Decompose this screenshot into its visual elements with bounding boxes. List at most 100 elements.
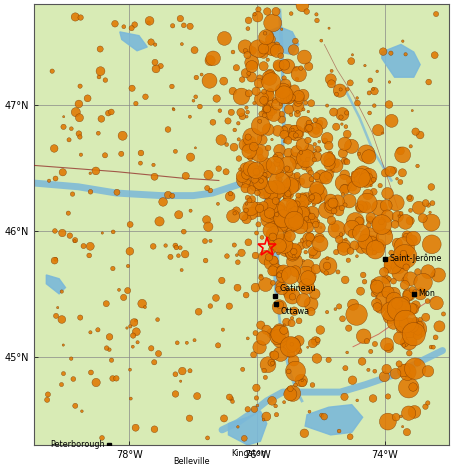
Point bbox=[276, 179, 283, 187]
Point bbox=[216, 107, 223, 114]
Point bbox=[363, 338, 370, 345]
Point bbox=[377, 283, 384, 290]
Point bbox=[46, 177, 53, 184]
Point bbox=[386, 78, 393, 86]
Point bbox=[359, 358, 366, 365]
Point bbox=[228, 395, 235, 403]
Point bbox=[336, 236, 343, 243]
Point bbox=[280, 326, 288, 334]
Point bbox=[333, 162, 340, 170]
Point bbox=[301, 430, 308, 437]
Point bbox=[339, 191, 347, 198]
Point bbox=[327, 76, 334, 83]
Point bbox=[242, 43, 249, 50]
Point bbox=[353, 311, 360, 318]
Point bbox=[341, 186, 348, 193]
Point bbox=[298, 377, 305, 384]
Point bbox=[384, 190, 391, 197]
Point bbox=[283, 318, 290, 326]
Point bbox=[87, 329, 94, 336]
Point bbox=[103, 300, 110, 307]
Point bbox=[116, 286, 123, 294]
Point bbox=[265, 216, 273, 223]
Point bbox=[326, 150, 334, 157]
Point bbox=[267, 70, 274, 78]
Point bbox=[248, 63, 255, 70]
Point bbox=[78, 408, 86, 415]
Point bbox=[277, 218, 284, 225]
Point bbox=[349, 183, 356, 190]
Point bbox=[239, 113, 246, 120]
Point bbox=[351, 170, 358, 178]
Point bbox=[316, 138, 323, 145]
Point bbox=[235, 120, 242, 127]
Point bbox=[291, 223, 298, 231]
Point bbox=[308, 253, 315, 260]
Point bbox=[295, 130, 303, 138]
Point bbox=[303, 273, 310, 280]
Point bbox=[173, 244, 180, 251]
Point bbox=[284, 137, 292, 144]
Point bbox=[253, 168, 260, 176]
Point bbox=[297, 223, 304, 230]
Point bbox=[250, 184, 257, 191]
Point bbox=[395, 360, 403, 368]
Point bbox=[217, 136, 225, 144]
Point bbox=[329, 201, 336, 208]
Point bbox=[274, 178, 282, 185]
Point bbox=[317, 326, 324, 334]
Point bbox=[305, 124, 313, 132]
Point bbox=[275, 285, 282, 293]
Point bbox=[303, 283, 310, 290]
Point bbox=[285, 368, 293, 375]
Point bbox=[304, 137, 312, 144]
Point bbox=[385, 228, 393, 236]
Point bbox=[128, 85, 136, 92]
Point bbox=[376, 182, 384, 189]
Point bbox=[257, 122, 264, 129]
Point bbox=[273, 411, 280, 418]
Point bbox=[234, 259, 242, 266]
Point bbox=[281, 138, 288, 145]
Point bbox=[382, 169, 389, 177]
Point bbox=[399, 37, 406, 45]
Point bbox=[318, 192, 325, 199]
Text: Ottawa: Ottawa bbox=[281, 307, 310, 316]
Point bbox=[358, 244, 365, 251]
Point bbox=[113, 189, 121, 196]
Point bbox=[394, 311, 401, 318]
Point bbox=[429, 271, 436, 278]
Point bbox=[285, 166, 292, 173]
Point bbox=[168, 83, 176, 90]
Point bbox=[429, 199, 436, 207]
Point bbox=[264, 105, 272, 112]
Point bbox=[272, 186, 279, 194]
Point bbox=[124, 287, 131, 294]
Point bbox=[231, 241, 238, 249]
Point bbox=[156, 218, 163, 225]
Point bbox=[370, 188, 377, 196]
Point bbox=[359, 271, 367, 279]
Point bbox=[300, 257, 307, 264]
Point bbox=[278, 266, 285, 274]
Point bbox=[270, 241, 278, 248]
Point bbox=[279, 87, 287, 94]
Point bbox=[286, 82, 293, 90]
Point bbox=[345, 325, 352, 332]
Point bbox=[178, 266, 185, 274]
Point bbox=[229, 48, 237, 56]
Point bbox=[358, 203, 365, 211]
Point bbox=[401, 276, 409, 284]
Point bbox=[299, 200, 307, 208]
Point bbox=[268, 136, 276, 143]
Point bbox=[399, 151, 406, 159]
Point bbox=[191, 46, 198, 54]
Point bbox=[295, 71, 303, 78]
Point bbox=[172, 148, 179, 155]
Point bbox=[253, 87, 260, 95]
Point bbox=[271, 208, 278, 215]
Point bbox=[260, 63, 267, 70]
Point bbox=[428, 183, 435, 191]
Point bbox=[270, 269, 277, 277]
Point bbox=[243, 200, 250, 208]
